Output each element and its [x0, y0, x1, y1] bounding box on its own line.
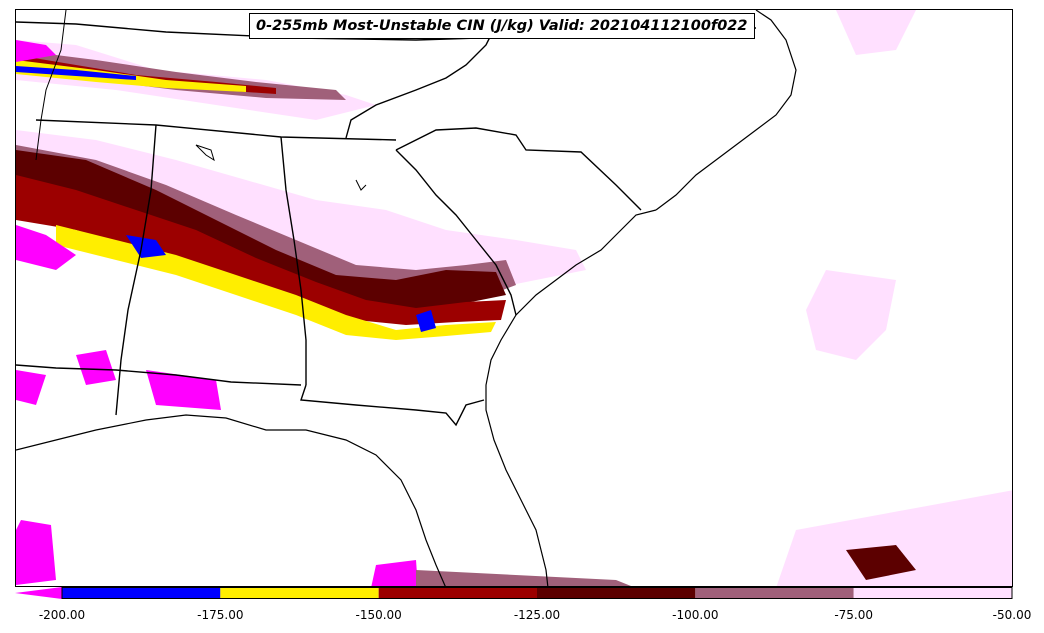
- cin-region-magenta-coast: [16, 370, 46, 405]
- coastline-east: [485, 209, 657, 586]
- cin-region-blue-ga: [416, 310, 436, 332]
- colorbar-tick-label: -100.00: [672, 608, 719, 622]
- map-title: 0-255mb Most-Unstable CIN (J/kg) Valid: …: [249, 13, 755, 39]
- colorbar-tick-label: -50.00: [992, 608, 1032, 622]
- cin-region-magenta-tx: [76, 350, 116, 385]
- colorbar-tick-label: -125.00: [513, 608, 561, 622]
- cin-region-magenta-gulf: [16, 520, 56, 585]
- river-ms: [35, 10, 67, 161]
- cin-region-pink-ne: [836, 10, 916, 55]
- colorbar-bin-4: [695, 587, 854, 599]
- cin-region-pink-east: [806, 270, 896, 360]
- colorbar-bin-2: [378, 587, 537, 599]
- map-panel: [15, 9, 1013, 587]
- colorbar-bin-1: [220, 587, 379, 599]
- colorbar-bin-0: [62, 587, 221, 599]
- colorbar-tick-label: -150.00: [355, 608, 402, 622]
- state-line-tn-south: [35, 119, 397, 141]
- cin-map: [16, 10, 1012, 586]
- state-line-gulf-states: [16, 364, 302, 386]
- cin-region-magenta-south: [371, 560, 418, 586]
- state-line-va-nc: [345, 24, 497, 139]
- state-line-al-ga: [280, 136, 307, 385]
- cin-region-mauve-south: [416, 570, 631, 586]
- state-line-fl-north: [300, 384, 485, 427]
- colorbar-bin-3: [537, 587, 696, 599]
- cin-region-magenta-west: [16, 225, 76, 270]
- colorbar-bin-5: [853, 587, 1012, 599]
- cin-region-magenta-north: [16, 40, 56, 62]
- cin-region-red-central: [16, 175, 506, 325]
- cin-region-darkred-se: [846, 545, 916, 580]
- cin-region-blue-central: [126, 235, 166, 258]
- cin-region-pink-central: [16, 130, 586, 290]
- state-line-nc-sc: [395, 127, 642, 211]
- colorbar-outline: [61, 587, 1013, 599]
- state-line-ms-al: [115, 124, 157, 416]
- colorbar: [15, 587, 1013, 599]
- colorbar-tick-label: -175.00: [197, 608, 244, 622]
- cin-region-yellow-central: [56, 225, 496, 340]
- colorbar-under-triangle: [15, 587, 62, 599]
- cin-region-pink-se: [776, 490, 1012, 586]
- cin-region-blue-north: [16, 66, 136, 80]
- colorbar-tick-label: -75.00: [834, 608, 873, 622]
- colorbar-bins: [62, 587, 1012, 599]
- state-line-sc-ga: [395, 149, 517, 316]
- lake-marks: [195, 144, 367, 191]
- coastline-carolinas: [655, 10, 797, 211]
- cin-region-darkred-central: [16, 150, 506, 310]
- colorbar-tick-label: -200.00: [38, 608, 86, 622]
- cin-shading: [16, 10, 1012, 586]
- coastline-gulf: [16, 414, 446, 586]
- cin-region-magenta-la: [146, 370, 221, 410]
